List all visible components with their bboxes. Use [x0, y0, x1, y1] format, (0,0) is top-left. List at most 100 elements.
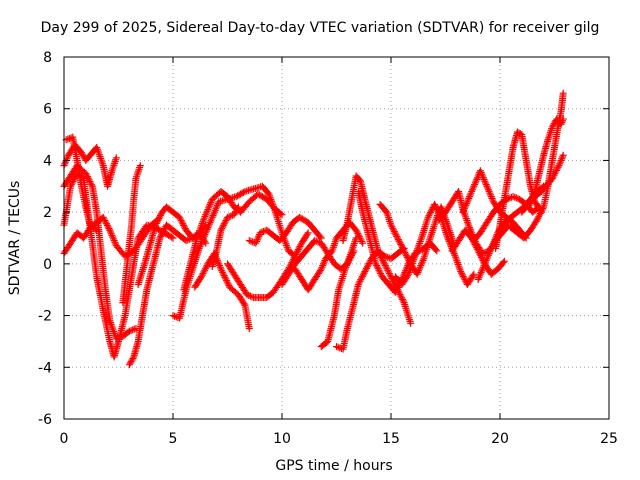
plus-marker — [392, 231, 400, 239]
plus-marker — [550, 171, 558, 179]
plus-marker — [354, 229, 362, 237]
plus-marker — [487, 246, 495, 254]
plus-marker — [290, 254, 298, 262]
plus-marker — [207, 199, 215, 207]
plus-marker — [314, 238, 322, 246]
plus-marker — [459, 272, 467, 280]
plus-marker — [549, 173, 557, 181]
plus-marker — [130, 325, 138, 333]
plus-marker — [104, 223, 112, 231]
plus-marker — [469, 272, 477, 280]
plus-marker — [534, 214, 542, 222]
plus-marker — [100, 215, 108, 223]
plus-marker — [333, 343, 340, 351]
plus-marker — [197, 273, 205, 281]
plus-marker — [376, 252, 384, 260]
series-arc-13 — [224, 229, 312, 301]
plus-marker — [377, 253, 385, 261]
x-axis-label: GPS time / hours — [275, 458, 392, 474]
plus-marker — [358, 238, 366, 246]
plus-marker — [65, 134, 73, 142]
plus-marker — [398, 294, 406, 302]
plus-marker — [469, 184, 477, 192]
plus-marker — [504, 195, 512, 203]
plus-marker — [382, 253, 390, 261]
plus-marker — [109, 233, 117, 241]
plus-marker — [362, 264, 370, 272]
plus-marker — [319, 262, 327, 270]
plus-marker — [533, 216, 541, 224]
plus-marker — [201, 266, 209, 274]
plus-marker — [383, 265, 391, 273]
y-tick-label: -2 — [38, 309, 52, 325]
plus-marker — [468, 187, 476, 195]
plus-marker — [61, 158, 69, 166]
plus-marker — [213, 201, 221, 209]
plus-marker — [293, 249, 301, 257]
plus-marker — [200, 268, 208, 276]
plus-marker — [245, 325, 253, 332]
plus-marker — [218, 267, 226, 275]
y-tick-label: 4 — [43, 153, 52, 169]
plus-marker — [156, 234, 164, 242]
plus-marker — [433, 205, 441, 213]
plus-marker — [68, 179, 76, 187]
plus-marker — [467, 189, 475, 197]
plus-marker — [155, 215, 163, 223]
plus-marker — [365, 260, 373, 268]
y-tick-label: -4 — [38, 360, 52, 376]
series-arc-12 — [208, 203, 242, 270]
plus-marker — [485, 187, 493, 195]
plus-marker — [484, 251, 492, 259]
plus-marker — [481, 258, 489, 266]
plus-marker — [304, 229, 312, 237]
plus-marker — [558, 155, 566, 163]
plus-marker — [225, 213, 233, 221]
plus-marker — [418, 258, 426, 266]
plus-marker — [327, 248, 335, 256]
plus-marker — [180, 223, 188, 231]
plus-marker — [358, 272, 366, 280]
plus-marker — [221, 273, 229, 281]
plus-marker — [202, 229, 210, 237]
plus-marker — [551, 170, 559, 178]
plus-marker — [87, 179, 95, 187]
plus-marker — [361, 268, 369, 276]
plus-marker — [184, 236, 192, 244]
plus-marker — [253, 237, 261, 245]
plus-marker — [484, 253, 492, 261]
plus-marker — [434, 207, 442, 215]
plus-marker — [71, 174, 79, 182]
plus-marker — [200, 234, 208, 242]
plus-marker — [470, 182, 478, 190]
plus-marker — [391, 229, 399, 237]
plus-marker — [156, 213, 164, 221]
plus-marker — [539, 205, 547, 213]
plus-marker — [418, 260, 426, 268]
plus-marker — [318, 263, 326, 271]
plus-marker — [486, 189, 494, 197]
plus-marker — [245, 292, 253, 300]
plus-marker — [404, 255, 412, 263]
plus-marker — [457, 268, 465, 276]
plus-marker — [240, 300, 248, 308]
series-arc-17 — [317, 234, 360, 351]
plus-marker — [359, 239, 367, 247]
plus-marker — [465, 193, 473, 201]
plus-marker — [479, 174, 487, 182]
series-arc-1 — [60, 162, 140, 343]
plus-marker — [389, 224, 397, 232]
plus-marker — [83, 173, 91, 181]
series-arc-14 — [245, 213, 325, 247]
plus-marker — [93, 226, 101, 234]
y-tick-label: -6 — [38, 412, 52, 428]
plus-marker — [512, 194, 520, 202]
plus-marker — [201, 212, 209, 220]
plus-marker — [195, 244, 203, 252]
plus-marker — [476, 272, 484, 280]
plus-marker — [205, 202, 213, 210]
plus-marker — [425, 212, 433, 220]
plus-marker — [386, 271, 394, 279]
plus-marker — [205, 222, 213, 230]
plus-marker — [403, 253, 411, 261]
